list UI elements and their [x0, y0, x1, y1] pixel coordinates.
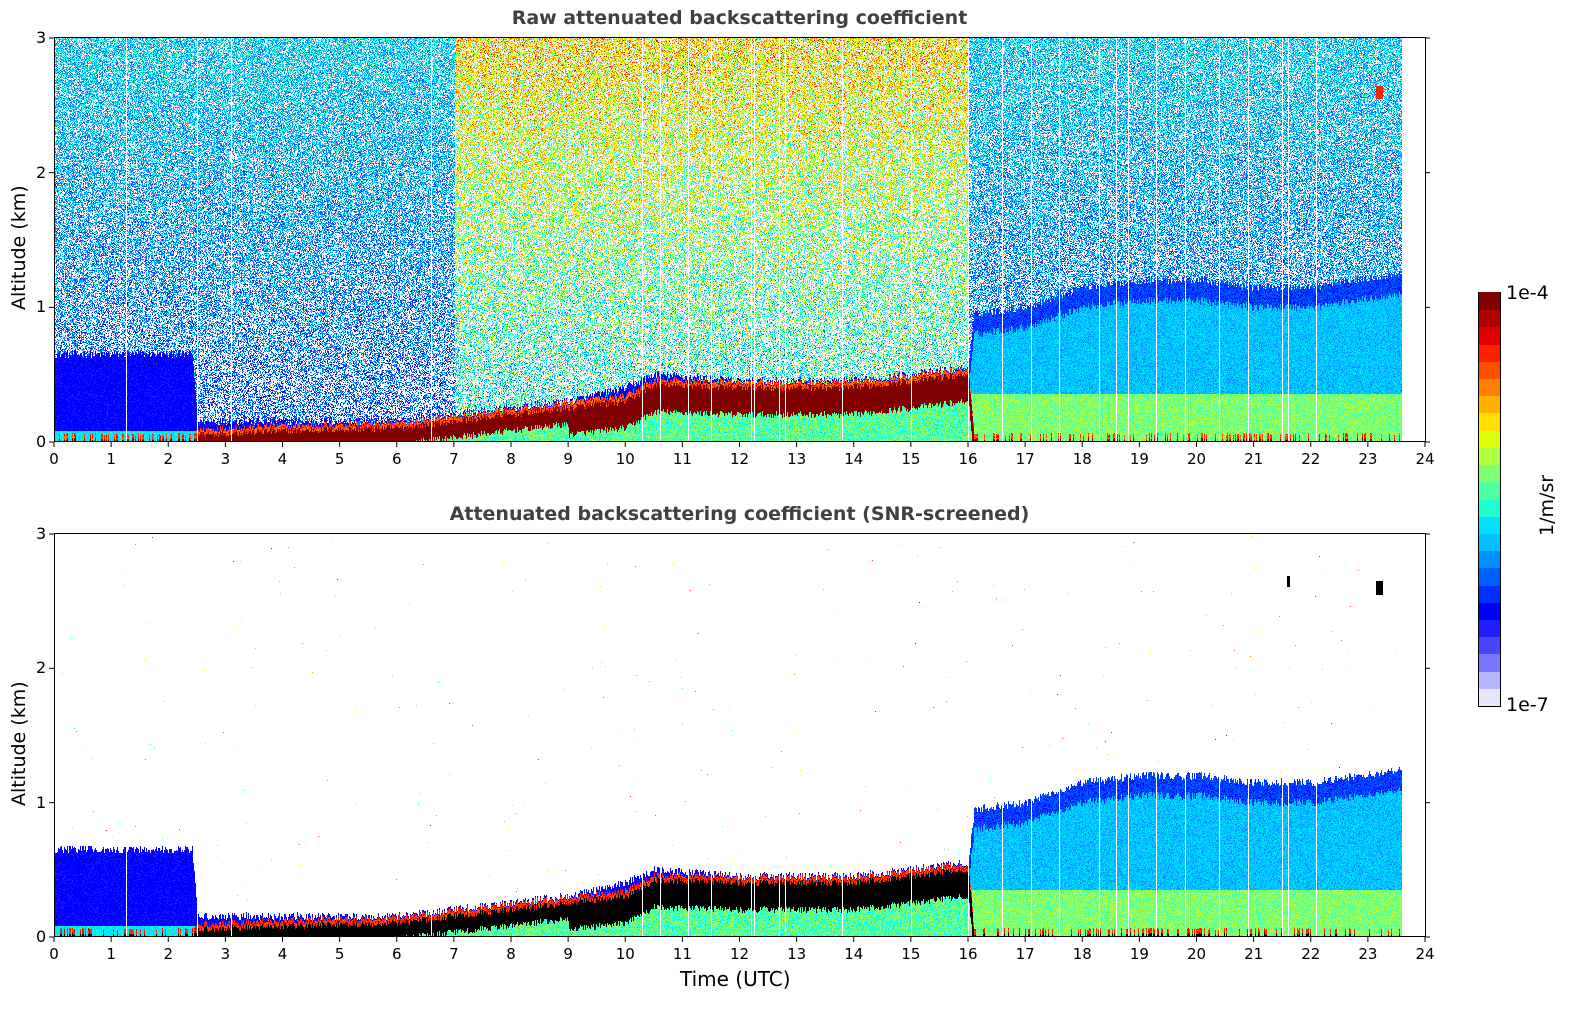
x-tick-label: 14	[844, 945, 864, 963]
colorbar-segment	[1479, 498, 1500, 517]
colorbar-segment	[1479, 378, 1500, 397]
x-tick-label: 16	[958, 945, 978, 963]
x-tick-label: 8	[506, 450, 516, 468]
colorbar-segment	[1479, 653, 1500, 672]
colorbar-segment	[1479, 412, 1500, 431]
x-tick-label: 23	[1358, 945, 1378, 963]
x-tick-label: 0	[49, 945, 59, 963]
x-tick-label: 4	[277, 450, 288, 468]
x-tick-label: 21	[1244, 450, 1264, 468]
colorbar	[1478, 292, 1501, 707]
bottom-heatmap-canvas	[55, 534, 1425, 936]
x-tick-label: 10	[615, 450, 635, 468]
top-heatmap-axes	[54, 37, 1426, 442]
x-tick-label: 4	[277, 945, 288, 963]
colorbar-segment	[1479, 687, 1500, 706]
x-tick-label: 23	[1358, 450, 1378, 468]
x-tick-label: 6	[391, 945, 402, 963]
y-tick-label: 1	[36, 792, 47, 812]
colorbar-segment	[1479, 533, 1500, 552]
x-tick-label: 2	[163, 450, 174, 468]
x-tick-label: 5	[334, 450, 345, 468]
x-tick-label: 12	[729, 450, 750, 468]
y-tick-label: 3	[36, 524, 47, 543]
x-tick-label: 16	[958, 450, 978, 468]
x-tick-label: 22	[1301, 450, 1321, 468]
colorbar-segment	[1479, 447, 1500, 466]
colorbar-segment	[1479, 326, 1500, 345]
x-tick-label: 20	[1186, 945, 1207, 963]
colorbar-segment	[1479, 619, 1500, 638]
x-tick-label: 7	[449, 945, 459, 963]
bottom-heatmap-axes	[54, 533, 1426, 937]
top-panel-title: Raw attenuated backscattering coefficien…	[511, 7, 968, 29]
colorbar-segment	[1479, 567, 1500, 586]
colorbar-segment	[1479, 361, 1500, 380]
x-tick-label: 8	[506, 945, 516, 963]
x-tick-label: 17	[1015, 450, 1035, 468]
bottom-y-axis-label: Altitude (km)	[8, 681, 30, 806]
colorbar-segment	[1479, 481, 1500, 500]
colorbar-segment	[1479, 550, 1500, 569]
top-heatmap-canvas	[55, 38, 1425, 441]
x-tick-label: 24	[1415, 945, 1435, 963]
x-tick-label: 24	[1415, 450, 1435, 468]
x-tick-label: 0	[49, 450, 59, 468]
colorbar-segment	[1479, 464, 1500, 483]
x-tick-label: 11	[672, 450, 692, 468]
colorbar-segment	[1479, 515, 1500, 534]
colorbar-segment	[1479, 429, 1500, 448]
x-tick-label: 19	[1129, 945, 1149, 963]
colorbar-segment	[1479, 343, 1500, 362]
colorbar-segment	[1479, 292, 1500, 311]
x-axis-label: Time (UTC)	[680, 967, 791, 991]
x-tick-label: 3	[220, 450, 231, 468]
x-tick-label: 6	[391, 450, 402, 468]
top-y-axis-label: Altitude (km)	[8, 185, 30, 310]
colorbar-segment	[1479, 584, 1500, 603]
y-tick-label: 3	[36, 28, 47, 47]
x-tick-label: 9	[563, 450, 573, 468]
colorbar-segment	[1479, 309, 1500, 328]
x-tick-label: 9	[563, 945, 573, 963]
x-tick-label: 17	[1015, 945, 1035, 963]
x-tick-label: 3	[220, 945, 231, 963]
bottom-panel-title: Attenuated backscattering coefficient (S…	[449, 503, 1030, 525]
colorbar-segment	[1479, 395, 1500, 414]
x-tick-label: 21	[1244, 945, 1264, 963]
colorbar-min-label: 1e-7	[1506, 694, 1549, 716]
x-tick-label: 1	[106, 945, 116, 963]
y-tick-label: 2	[36, 162, 47, 182]
y-tick-label: 0	[36, 927, 47, 946]
x-tick-label: 1	[106, 450, 116, 468]
x-tick-label: 12	[729, 945, 750, 963]
x-tick-label: 18	[1072, 945, 1092, 963]
x-tick-label: 15	[901, 450, 921, 468]
y-tick-label: 0	[36, 432, 47, 451]
x-tick-label: 18	[1072, 450, 1092, 468]
x-tick-label: 19	[1129, 450, 1149, 468]
y-tick-label: 2	[36, 658, 47, 678]
colorbar-unit-label: 1/m/sr	[1536, 474, 1558, 536]
x-tick-label: 20	[1186, 450, 1207, 468]
x-tick-label: 14	[844, 450, 864, 468]
x-tick-label: 15	[901, 945, 921, 963]
y-tick-label: 1	[36, 297, 47, 317]
x-tick-label: 5	[334, 945, 345, 963]
x-tick-label: 13	[787, 450, 807, 468]
colorbar-max-label: 1e-4	[1506, 282, 1549, 304]
x-tick-label: 7	[449, 450, 459, 468]
colorbar-segment	[1479, 601, 1500, 620]
x-tick-label: 10	[615, 945, 635, 963]
x-tick-label: 2	[163, 945, 174, 963]
x-tick-label: 11	[672, 945, 692, 963]
colorbar-segment	[1479, 636, 1500, 655]
x-tick-label: 22	[1301, 945, 1321, 963]
x-tick-label: 13	[787, 945, 807, 963]
colorbar-segment	[1479, 670, 1500, 689]
